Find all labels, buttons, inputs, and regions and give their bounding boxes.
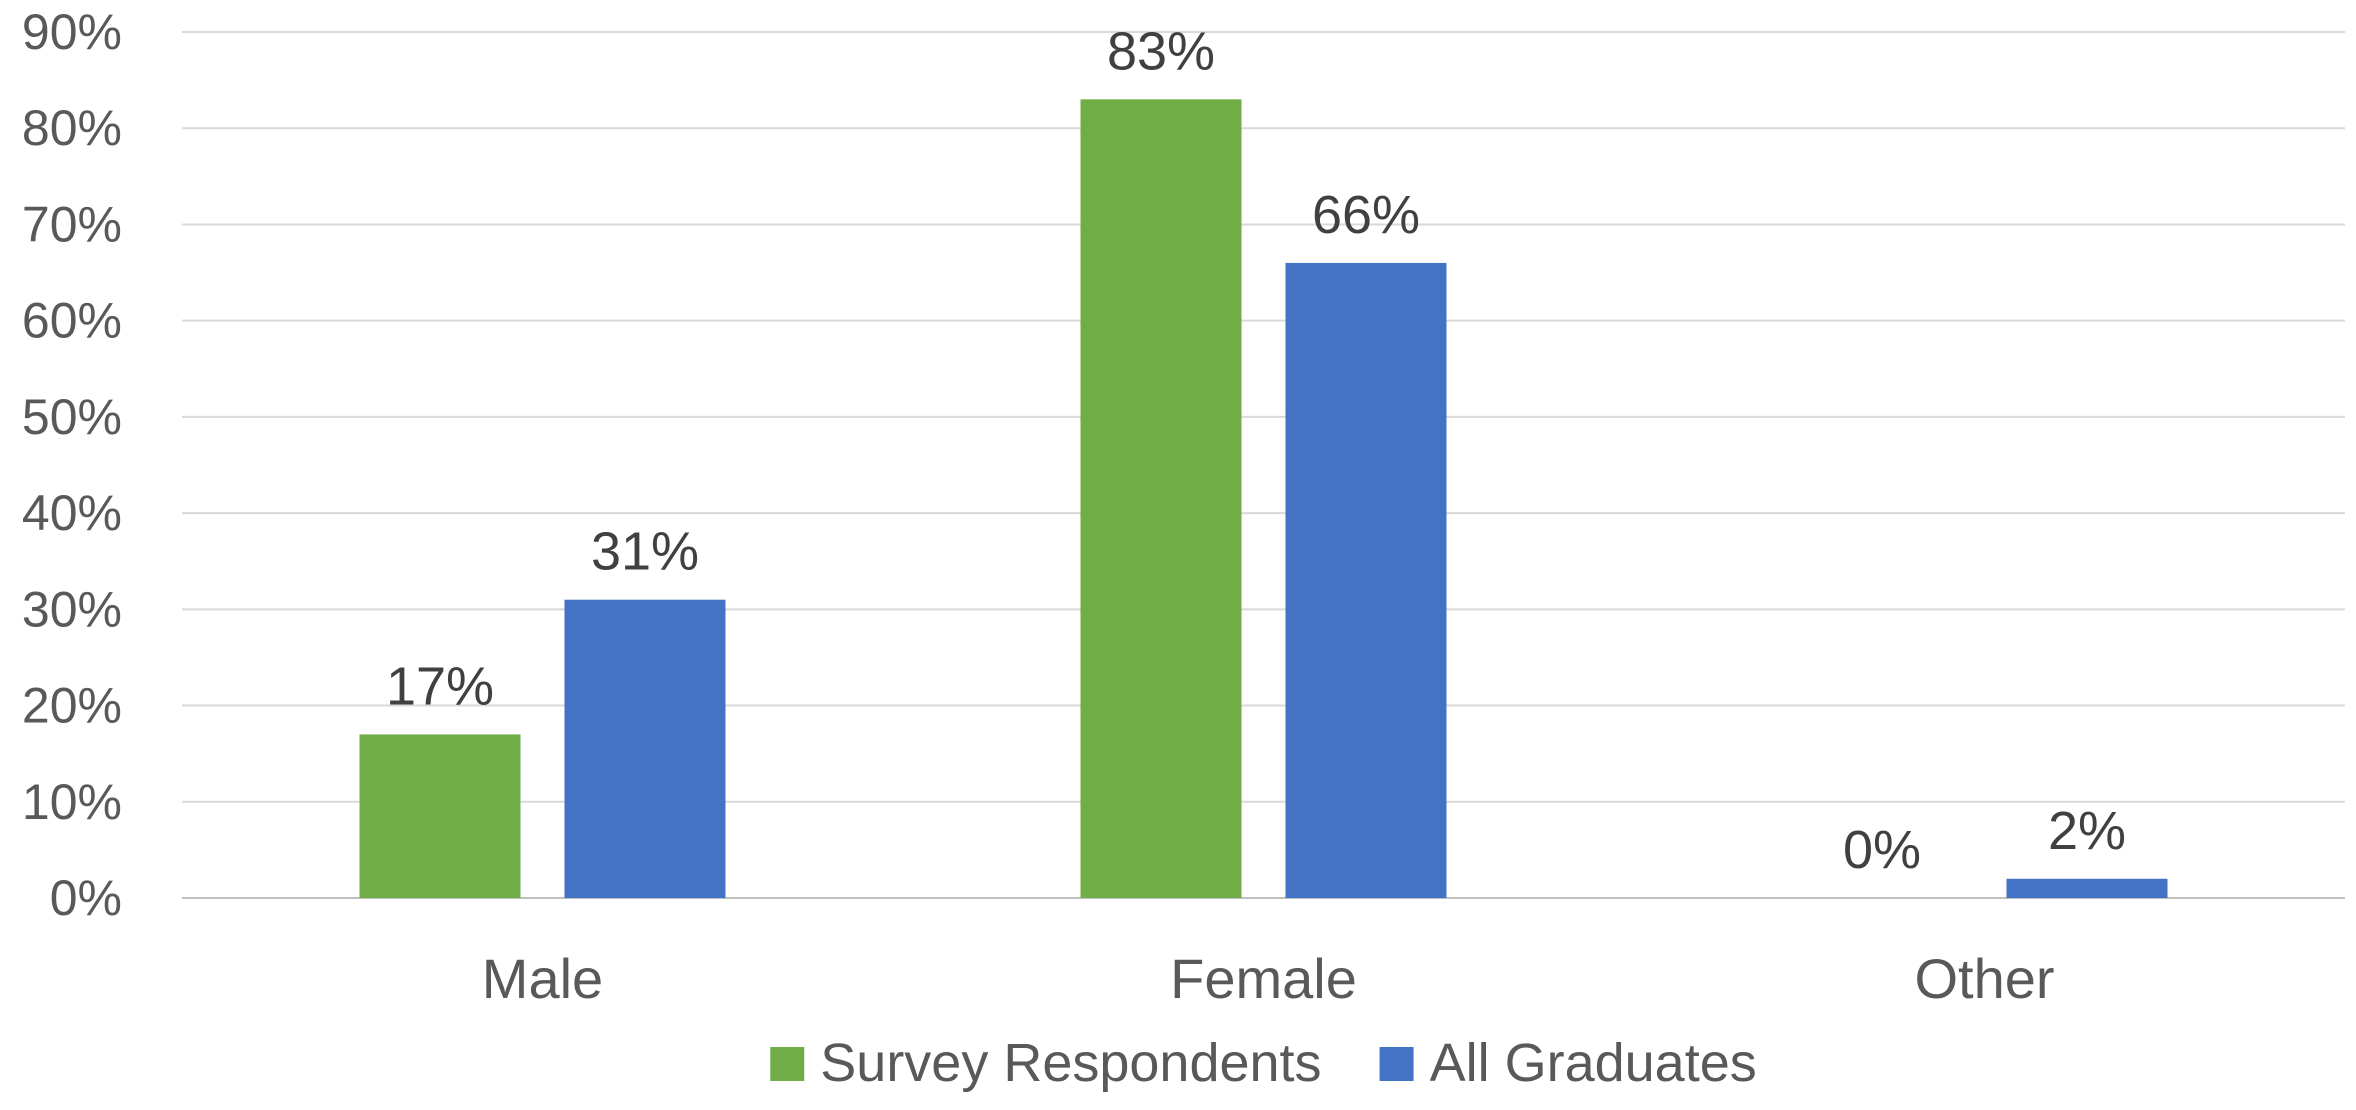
y-tick-label: 90% <box>22 4 122 60</box>
legend-swatch <box>1379 1047 1414 1081</box>
legend-label: Survey Respondents <box>820 1033 1321 1093</box>
category-label: Male <box>482 947 603 1010</box>
bars <box>359 99 2168 899</box>
bar <box>2006 878 2168 898</box>
legend-swatch <box>770 1047 805 1081</box>
bar <box>564 599 726 898</box>
gridlines <box>182 31 2345 899</box>
category-label: Other <box>1914 947 2054 1010</box>
legend: Survey Respondents All Graduates <box>770 1033 1757 1093</box>
y-tick-label: 10% <box>22 774 122 830</box>
y-tick-label: 50% <box>22 389 122 445</box>
y-tick-label: 60% <box>22 293 122 349</box>
data-label: 0% <box>1843 820 1921 880</box>
y-axis-tick-labels: 0% 10% 20% 30% 40% 50% 60% 70% 80% 90% <box>22 4 122 926</box>
y-tick-label: 20% <box>22 678 122 734</box>
bar <box>1285 262 1447 898</box>
data-label: 2% <box>2048 801 2126 861</box>
data-label: 31% <box>591 522 699 582</box>
category-labels: Male Female Other <box>482 947 2055 1010</box>
y-tick-label: 70% <box>22 196 122 252</box>
data-labels: 17% 31% 83% 66% 0% 2% <box>386 21 2126 880</box>
data-label: 66% <box>1312 185 1420 245</box>
legend-label: All Graduates <box>1430 1033 1757 1093</box>
data-label: 83% <box>1107 21 1215 81</box>
y-tick-label: 40% <box>22 485 122 541</box>
category-label: Female <box>1170 947 1357 1010</box>
y-tick-label: 30% <box>22 581 122 637</box>
bar <box>359 734 521 898</box>
bar <box>1080 99 1242 899</box>
data-label: 17% <box>386 656 494 716</box>
y-tick-label: 80% <box>22 100 122 156</box>
y-tick-label: 0% <box>50 870 122 926</box>
